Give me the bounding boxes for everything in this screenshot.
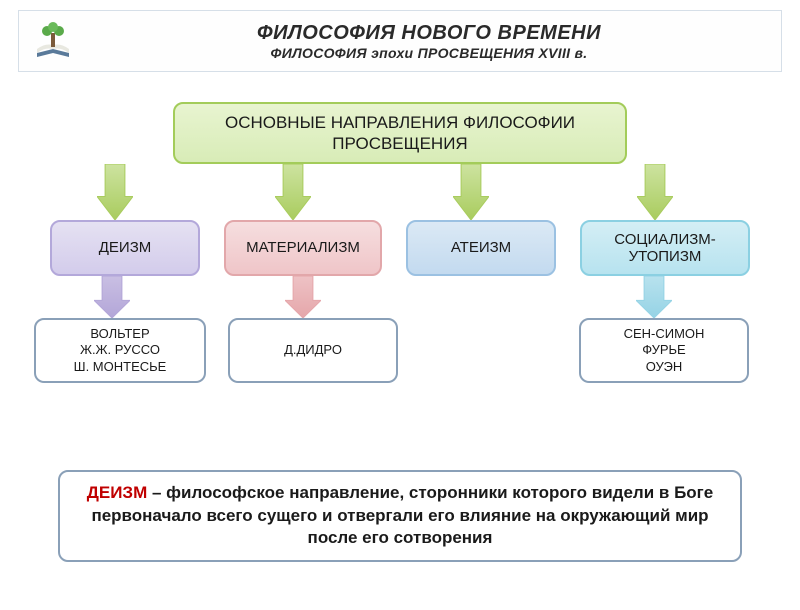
header: ФИЛОСОФИЯ НОВОГО ВРЕМЕНИ ФИЛОСОФИЯ эпохи…	[18, 10, 782, 72]
person-label: ВОЛЬТЕР Ж.Ж. РУССО Ш. МОНТЕСЬЕ	[74, 326, 167, 375]
root-label: ОСНОВНЫЕ НАПРАВЛЕНИЯ ФИЛОСОФИИ ПРОСВЕЩЕН…	[179, 112, 621, 155]
arrow-down-icon	[637, 164, 673, 220]
person-node: ВОЛЬТЕР Ж.Ж. РУССО Ш. МОНТЕСЬЕ	[34, 318, 206, 383]
branch-node: СОЦИАЛИЗМ-УТОПИЗМ	[580, 220, 750, 276]
branch-label: МАТЕРИАЛИЗМ	[246, 239, 360, 256]
title-block: ФИЛОСОФИЯ НОВОГО ВРЕМЕНИ ФИЛОСОФИЯ эпохи…	[87, 22, 771, 61]
arrow-down-icon	[285, 276, 321, 318]
title-main: ФИЛОСОФИЯ НОВОГО ВРЕМЕНИ	[87, 22, 771, 45]
arrow-down-icon	[636, 276, 672, 318]
root-node: ОСНОВНЫЕ НАПРАВЛЕНИЯ ФИЛОСОФИИ ПРОСВЕЩЕН…	[173, 102, 627, 164]
person-node: Д.ДИДРО	[228, 318, 398, 383]
arrow-down-icon	[97, 164, 133, 220]
person-label: Д.ДИДРО	[284, 342, 342, 358]
arrow-down-icon	[275, 164, 311, 220]
definition-term: ДЕИЗМ	[87, 483, 147, 502]
definition-text: ДЕИЗМ – философское направление, сторонн…	[80, 482, 720, 551]
branch-label: СОЦИАЛИЗМ-УТОПИЗМ	[586, 231, 744, 266]
arrow-down-icon	[94, 276, 130, 318]
branch-label: АТЕИЗМ	[451, 239, 511, 256]
branch-node: ДЕИЗМ	[50, 220, 200, 276]
title-sub: ФИЛОСОФИЯ эпохи ПРОСВЕЩЕНИЯ XVIII в.	[87, 45, 771, 61]
branch-node: МАТЕРИАЛИЗМ	[224, 220, 382, 276]
branch-node: АТЕИЗМ	[406, 220, 556, 276]
definition-body: – философское направление, сторонники ко…	[91, 483, 713, 548]
arrow-down-icon	[453, 164, 489, 220]
logo-icon	[29, 17, 77, 65]
person-label: СЕН-СИМОН ФУРЬЕ ОУЭН	[624, 326, 705, 375]
person-node: СЕН-СИМОН ФУРЬЕ ОУЭН	[579, 318, 749, 383]
definition-box: ДЕИЗМ – философское направление, сторонн…	[58, 470, 742, 562]
branch-label: ДЕИЗМ	[99, 239, 152, 256]
